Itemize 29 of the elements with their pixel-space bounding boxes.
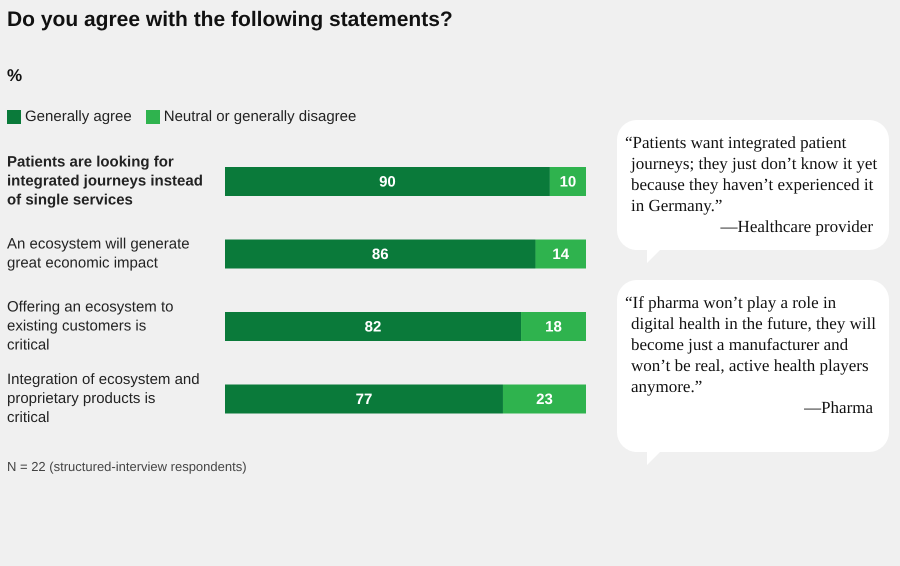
text: “Patients want integrated patient journeys; they just don’t know it yet because they haven’t experienced it in Germany.”	[625, 132, 878, 216]
y-tick-label: Offering an ecosystem to existing customers is critical	[7, 298, 174, 354]
text: —Pharma	[803, 397, 874, 418]
bar	[225, 240, 536, 268]
bar	[502, 384, 586, 414]
y-tick-label: Patients are looking for integrated journeys instead of single services	[7, 153, 203, 208]
data-label: 86	[372, 246, 389, 263]
bar	[225, 312, 522, 341]
data-label: 23	[536, 390, 553, 408]
y-tick-label: Integration of ecosystem and proprietary products is critical	[7, 370, 200, 426]
chart-title: Do you agree with the following statements?	[7, 8, 453, 32]
bar	[535, 240, 586, 268]
text: —Healthcare provider	[719, 216, 874, 237]
text: %	[7, 66, 22, 86]
bar	[550, 167, 586, 196]
legend-label: Generally agree	[24, 108, 132, 125]
data-label: 77	[356, 390, 372, 408]
text: N = 22 (structured-interview respondents)	[7, 459, 247, 474]
bar	[225, 167, 550, 196]
bar	[225, 384, 503, 414]
data-label: 82	[364, 318, 382, 336]
data-label: 90	[379, 173, 396, 190]
data-label: 14	[552, 246, 570, 263]
data-label: 10	[560, 173, 576, 190]
legend-label: Neutral or generally disagree	[162, 108, 356, 125]
bar	[521, 312, 586, 341]
text: “If pharma won’t play a role in digital health in the future, they will become just a manufacturer and won’t be real, active health players anymore.”	[625, 292, 878, 397]
data-label: 18	[545, 318, 562, 336]
y-tick-label: An ecosystem will generate great economic impact	[7, 235, 190, 272]
